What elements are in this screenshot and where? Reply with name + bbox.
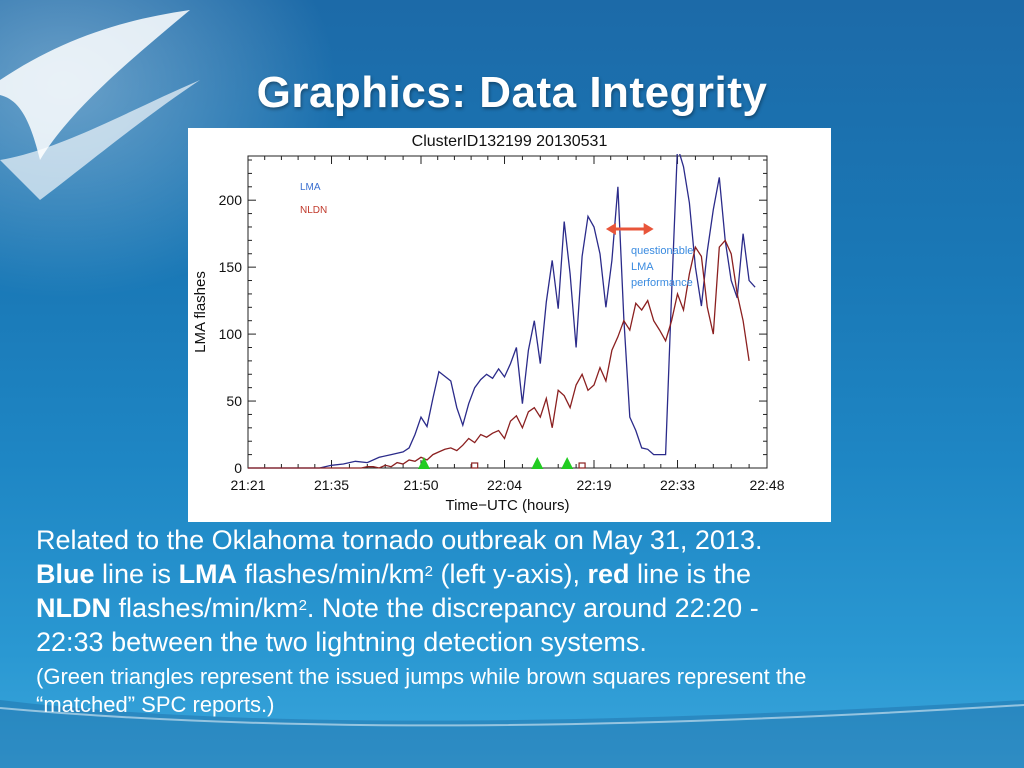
- footnote-line-1: (Green triangles represent the issued ju…: [36, 664, 807, 689]
- x-tick-label: 21:35: [314, 477, 349, 493]
- slide-title: Graphics: Data Integrity: [256, 68, 768, 117]
- series-line-lma: [248, 154, 756, 469]
- x-tick-label: 22:33: [660, 477, 695, 493]
- text-segment: line is the: [629, 559, 752, 589]
- footnote-line-2: “matched” SPC reports.): [36, 692, 275, 717]
- y-axis-label: LMA flashes: [192, 271, 209, 353]
- superscript: 2: [424, 563, 433, 580]
- nldn-word: NLDN: [36, 593, 111, 623]
- x-tick-label: 22:04: [487, 477, 522, 493]
- brown-square-marker: [471, 462, 479, 469]
- lma-word: LMA: [178, 559, 238, 589]
- text-segment: flashes/min/km: [237, 559, 425, 589]
- red-word: red: [587, 559, 630, 589]
- x-tick-label: 21:21: [230, 477, 265, 493]
- series-line-nldn: [248, 239, 750, 469]
- x-tick-label: 22:19: [576, 477, 611, 493]
- legend-entry-lma: LMA: [300, 182, 321, 193]
- bottom-band: [0, 700, 1024, 768]
- plot-frame: [247, 155, 768, 469]
- green-triangle-marker: [417, 457, 430, 469]
- blue-word: Blue: [36, 559, 95, 589]
- x-axis-label: Time−UTC (hours): [445, 497, 569, 514]
- text-segment: (left y-axis),: [432, 559, 588, 589]
- chart-container: ClusterID132199 20130531 0 50 100 150 200 21:2…: [188, 128, 831, 522]
- annotation-arrow-head-right: [643, 223, 654, 235]
- description-line-1: Related to the Oklahoma tornado outbreak…: [36, 525, 763, 555]
- swoosh-top: [0, 10, 190, 160]
- description-paragraph: Related to the Oklahoma tornado outbreak…: [36, 523, 986, 659]
- x-tick-label: 22:48: [749, 477, 784, 493]
- annotation-text: LMA: [631, 261, 654, 273]
- text-segment: line is: [94, 559, 179, 589]
- x-tick-label: 21:50: [403, 477, 438, 493]
- annotation-arrow-head-left: [605, 223, 616, 235]
- y-tick-label: 150: [219, 259, 243, 275]
- annotation-text: performance: [631, 277, 693, 289]
- y-tick-label: 200: [219, 192, 243, 208]
- description-line-4: 22:33 between the two lightning detectio…: [36, 627, 647, 657]
- lightning-chart: ClusterID132199 20130531 0 50 100 150 200 21:2…: [192, 133, 785, 514]
- footnote: (Green triangles represent the issued ju…: [36, 663, 986, 719]
- legend-entry-nldn: NLDN: [300, 205, 327, 216]
- annotation-text: questionable: [631, 245, 693, 257]
- chart-title: ClusterID132199 20130531: [412, 133, 608, 150]
- y-tick-label: 100: [219, 326, 243, 342]
- text-segment: flashes/min/km: [111, 593, 299, 623]
- brown-square-marker: [578, 462, 586, 469]
- swoosh-middle: [0, 80, 200, 200]
- green-triangle-marker: [531, 457, 544, 469]
- body-text: Related to the Oklahoma tornado outbreak…: [36, 523, 986, 719]
- superscript: 2: [298, 597, 307, 614]
- bottom-arc: [0, 704, 1024, 727]
- text-segment: . Note the discrepancy around 22:20 -: [306, 593, 759, 623]
- y-tick-label: 0: [234, 460, 242, 476]
- green-triangle-marker: [561, 457, 574, 469]
- y-tick-label: 50: [226, 393, 242, 409]
